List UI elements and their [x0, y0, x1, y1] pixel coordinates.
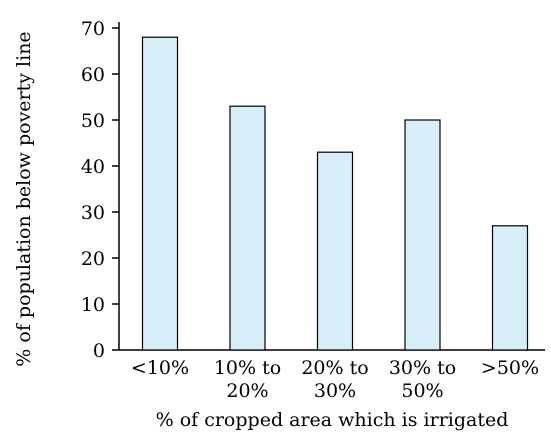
y-tick-label: 40	[81, 156, 105, 178]
bars-layer	[141, 36, 529, 351]
bar	[491, 225, 529, 351]
labels-layer: 0 10 20 30 40 50 60 70 <10% 10% to 20% 20% to 30% 30%…	[81, 18, 539, 402]
bar	[141, 36, 179, 351]
bar	[229, 105, 266, 351]
y-tick-label: 60	[81, 64, 105, 86]
x-tick-label: 30% to 50%	[389, 357, 456, 402]
y-axis-title: % of population below poverty line	[13, 31, 35, 366]
x-tick-label: 10% to 20%	[214, 357, 281, 402]
y-tick-label: 20	[81, 248, 105, 270]
x-tick-label: >50%	[481, 357, 539, 379]
y-tick-label: 0	[93, 340, 105, 362]
y-tick-label: 50	[81, 110, 105, 132]
y-tick-label: 10	[81, 294, 105, 316]
y-tick-label: 30	[81, 202, 105, 224]
x-tick-label: 20% to 30%	[301, 357, 368, 402]
x-axis-title: % of cropped area which is irrigated	[156, 409, 509, 431]
bar	[404, 119, 441, 351]
y-tick-label: 70	[81, 18, 105, 40]
x-tick-label: <10%	[131, 357, 189, 379]
bar	[316, 151, 354, 351]
